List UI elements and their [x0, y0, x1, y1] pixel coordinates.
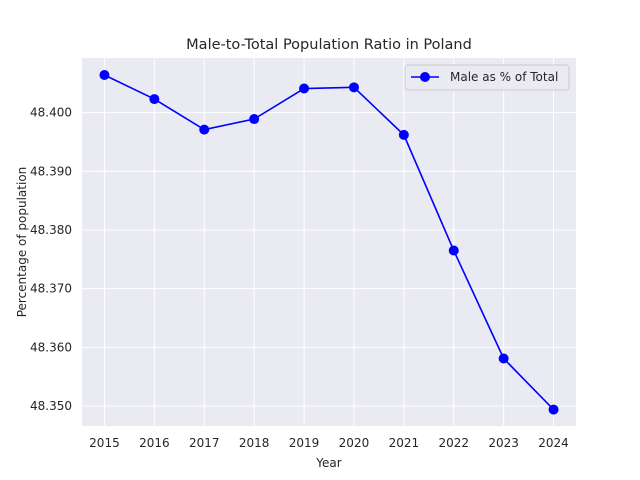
x-tick-label: 2017	[189, 436, 220, 450]
data-point	[149, 94, 160, 105]
x-tick-label: 2021	[389, 436, 420, 450]
data-point	[448, 245, 459, 256]
y-tick-label: 48.380	[30, 223, 72, 237]
data-point	[348, 82, 359, 93]
x-tick-label: 2024	[538, 436, 569, 450]
y-tick-label: 48.390	[30, 164, 72, 178]
grid-lines	[82, 58, 576, 426]
data-point	[249, 114, 260, 125]
data-point	[299, 83, 310, 94]
data-point	[498, 353, 509, 364]
plot-background	[82, 58, 576, 426]
x-tick-label: 2020	[339, 436, 370, 450]
legend-box	[404, 64, 570, 91]
y-axis-label: Percentage of population	[15, 167, 29, 318]
x-tick-label: 2019	[289, 436, 320, 450]
x-tick-label: 2022	[438, 436, 469, 450]
y-tick-label: 48.360	[30, 340, 72, 354]
legend: Male as % of Total	[404, 64, 570, 91]
data-point	[398, 129, 409, 140]
y-tick-label: 48.400	[30, 106, 72, 120]
x-tick-label: 2015	[89, 436, 120, 450]
legend-marker-sample	[420, 72, 430, 82]
x-axis-label: Year	[315, 456, 341, 470]
chart-title: Male-to-Total Population Ratio in Poland	[186, 37, 472, 53]
series-layer	[99, 70, 559, 415]
tick-labels: 2015 2016 2017 2018 2019 2020 2021 2022 2023 2024…	[30, 106, 569, 450]
x-tick-label: 2016	[139, 436, 170, 450]
y-tick-label: 48.370	[30, 282, 72, 296]
x-tick-label: 2018	[239, 436, 270, 450]
x-tick-label: 2023	[488, 436, 519, 450]
legend-label: Male as % of Total	[450, 70, 558, 84]
y-tick-label: 48.350	[30, 399, 72, 413]
data-point	[199, 124, 210, 135]
data-point	[548, 404, 559, 415]
data-point	[99, 70, 110, 81]
series-line	[104, 74, 555, 411]
